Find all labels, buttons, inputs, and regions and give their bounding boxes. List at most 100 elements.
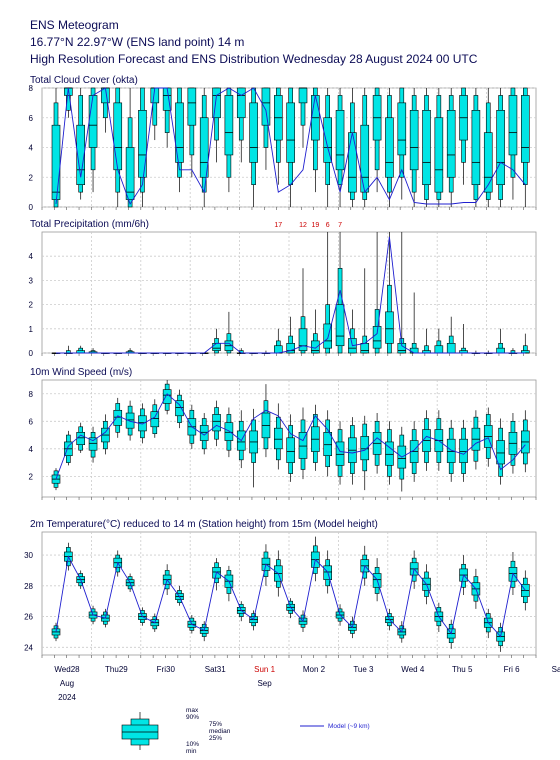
iqr-box-cloud [76, 124, 85, 185]
y-tick-label-temp: 24 [24, 643, 33, 652]
y-tick-label-temp: 30 [24, 551, 33, 560]
x-day-label: Sat 7 [552, 665, 560, 674]
iqr-box-wind [335, 441, 345, 466]
iqr-box-cloud [397, 102, 407, 156]
x-day-label: Thu 5 [452, 665, 473, 674]
iqr-box-precip [360, 343, 370, 354]
iqr-box-cloud [224, 95, 234, 156]
iqr-box-precip [385, 311, 394, 344]
iqr-box-wind [162, 389, 172, 404]
x-month-label: Sep [257, 679, 272, 688]
iqr-box-cloud [360, 124, 370, 193]
x-day-label: Tue 3 [353, 665, 374, 674]
y-tick-label-cloud: 0 [29, 203, 34, 212]
iqr-box-wind [286, 437, 295, 463]
legend-p90-label: 90% [186, 714, 199, 721]
y-tick-label-cloud: 4 [29, 144, 34, 153]
iqr-box-cloud [138, 110, 147, 178]
y-tick-label-cloud: 2 [29, 173, 34, 182]
panel-title-cloud: Total Cloud Cover (okta) [30, 75, 138, 86]
iqr-box-wind [175, 400, 184, 417]
x-day-label: Wed 4 [401, 665, 425, 674]
iqr-box-cloud [471, 110, 481, 185]
meteogram-title: ENS Meteogram [30, 18, 119, 32]
y-tick-label-wind: 4 [29, 445, 34, 454]
iqr-box-cloud [51, 124, 61, 200]
y-tick-label-wind: 8 [29, 390, 34, 399]
iqr-box-cloud [385, 117, 394, 178]
hires-line-precip [56, 236, 526, 354]
iqr-box-precip [323, 323, 333, 349]
x-day-label: Sun 1 [254, 665, 275, 674]
y-tick-label-precip: 0 [29, 349, 34, 358]
iqr-box-cloud [199, 117, 209, 178]
iqr-box-precip [335, 304, 345, 347]
iqr-box-wind [224, 422, 234, 441]
iqr-box-wind [385, 441, 394, 466]
legend-p25-label: 25% [209, 735, 222, 742]
iqr-box-cloud [113, 102, 123, 171]
iqr-box-precip [434, 345, 444, 354]
iqr-box-wind [298, 432, 308, 459]
iqr-box-precip [372, 326, 382, 349]
panel-title-temp: 2m Temperature(°C) reduced to 14 m (Stat… [30, 519, 378, 530]
x-month-label: Aug [60, 679, 74, 688]
legend-max-label: max [186, 707, 199, 714]
iqr-box-cloud [434, 117, 444, 193]
forecast-description: High Resolution Forecast and ENS Distrib… [30, 52, 478, 66]
iqr-box-cloud [88, 95, 98, 148]
y-tick-label-temp: 28 [24, 582, 33, 591]
iqr-box-cloud [212, 87, 221, 119]
iqr-box-wind [273, 427, 283, 450]
hires-line-wind [55, 393, 526, 480]
iqr-box-wind [76, 432, 85, 445]
y-tick-label-precip: 3 [29, 276, 34, 285]
iqr-box-wind [212, 414, 221, 432]
iqr-box-cloud [187, 87, 197, 126]
iqr-box-cloud [446, 110, 456, 178]
iqr-box-precip [298, 328, 308, 351]
iqr-box-wind [125, 412, 135, 429]
iqr-box-cloud [496, 110, 505, 185]
x-day-label: Mon 2 [303, 665, 326, 674]
iqr-box-cloud [249, 102, 258, 163]
iqr-box-precip [212, 343, 221, 351]
iqr-box-cloud [286, 102, 295, 163]
iqr-box-cloud [261, 87, 271, 126]
clipped-max-label: 7 [338, 222, 342, 229]
x-day-label: Fri30 [157, 665, 176, 674]
legend-min-label: min [186, 748, 197, 755]
iqr-box-cloud [520, 95, 530, 163]
clipped-max-label: 17 [274, 222, 282, 229]
iqr-box-wind [459, 438, 468, 463]
clipped-max-label: 6 [326, 222, 330, 229]
iqr-box-cloud [236, 87, 246, 119]
iqr-box-cloud [323, 117, 333, 163]
y-tick-label-precip: 2 [29, 301, 34, 310]
iqr-box-cloud [335, 110, 345, 171]
y-tick-label-precip: 4 [29, 252, 34, 261]
iqr-box-wind [199, 425, 209, 441]
panel-title-wind: 10m Wind Speed (m/s) [30, 367, 132, 378]
iqr-box-cloud [508, 95, 518, 156]
x-day-label: Sat31 [205, 665, 226, 674]
iqr-box-cloud [125, 147, 135, 200]
iqr-box-wind [360, 436, 370, 461]
iqr-box-wind [323, 432, 333, 457]
legend-model-label: Model (~9 km) [328, 723, 370, 730]
iqr-box-precip [311, 340, 320, 354]
y-tick-label-cloud: 6 [29, 114, 34, 123]
iqr-box-cloud [348, 132, 357, 193]
y-tick-label-cloud: 8 [29, 84, 34, 93]
y-tick-label-wind: 2 [29, 472, 34, 481]
legend-median-label: median [209, 728, 231, 735]
clipped-max-label: 19 [311, 222, 319, 229]
iqr-box-wind [446, 438, 456, 463]
iqr-box-wind [88, 437, 98, 451]
hires-line-temp [55, 555, 526, 638]
y-tick-label-wind: 6 [29, 417, 34, 426]
iqr-box-precip [409, 347, 419, 354]
iqr-box-cloud [422, 110, 431, 185]
iqr-box-precip [273, 345, 283, 354]
